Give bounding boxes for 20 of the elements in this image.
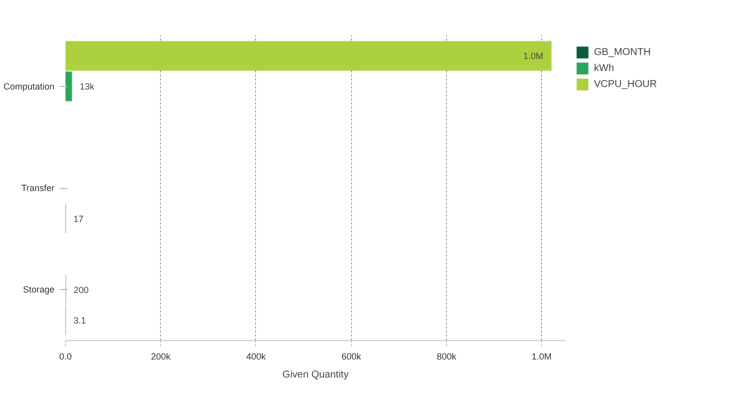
bar (66, 40, 552, 71)
legend-label: VCPU_HOUR (594, 78, 657, 90)
x-tick-label: 200k (150, 352, 171, 362)
data-label: 3.1 (74, 316, 86, 326)
x-tick-label: 800k (436, 352, 457, 362)
bar (66, 71, 72, 102)
legend-label: kWh (594, 62, 614, 74)
y-tick-label: Computation (3, 81, 54, 92)
x-tick-label: 1.0M (532, 352, 552, 362)
y-tick-label: Transfer (21, 183, 55, 193)
data-label: 1.0M (523, 50, 544, 61)
data-label: 200 (74, 285, 89, 296)
x-axis-title: Given Quantity (282, 370, 349, 380)
x-tick-label: 400k (246, 352, 266, 362)
x-tick-label: 0.0 (59, 352, 72, 362)
y-tick-label: Storage (22, 284, 55, 295)
legend-label: GB_MONTH (594, 46, 651, 58)
data-label: 17 (74, 214, 84, 224)
x-tick-label: 600k (341, 352, 362, 362)
data-label: 13k (80, 81, 95, 92)
